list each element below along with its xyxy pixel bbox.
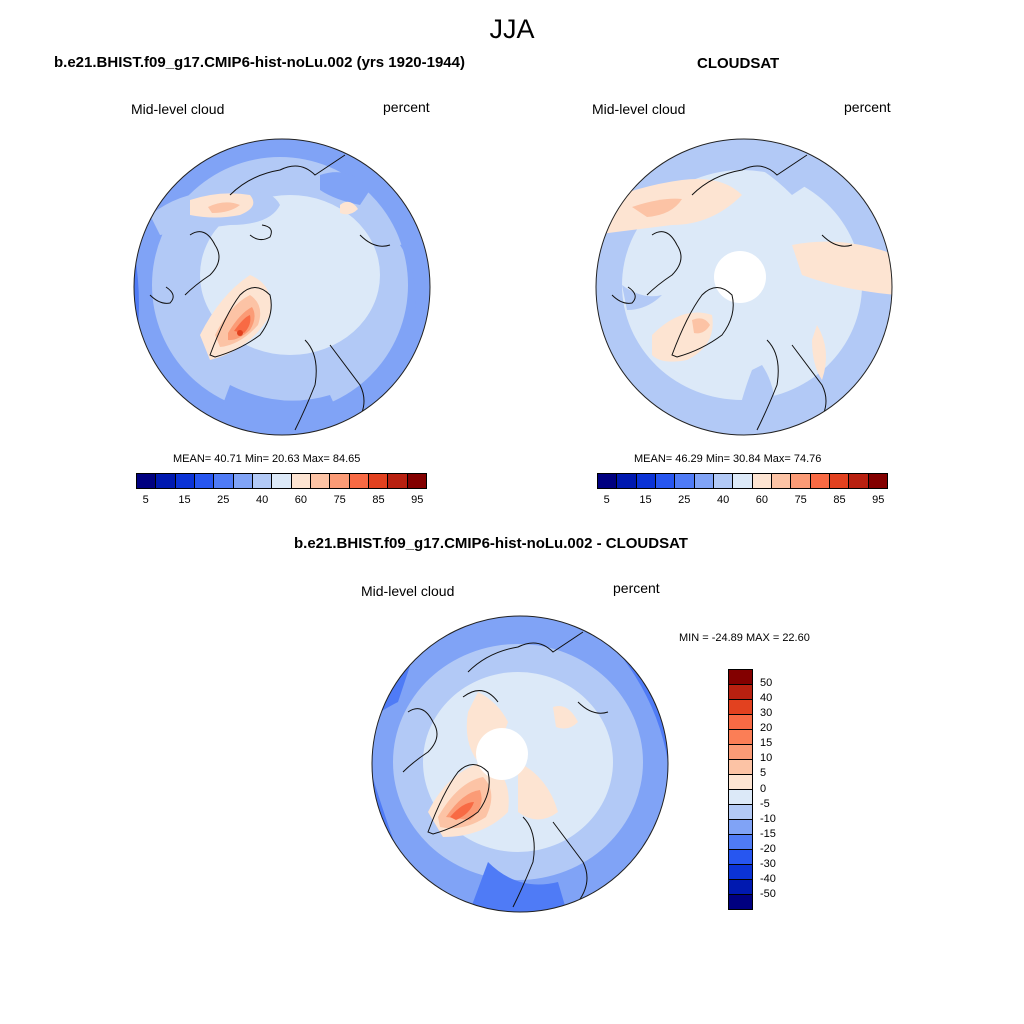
colorbar-swatch [771, 474, 792, 488]
colorbar-swatch [310, 474, 331, 488]
panel3-units-label: percent [613, 580, 660, 596]
colorbar-tick-label: 50 [760, 677, 773, 690]
colorbar-swatch [175, 474, 195, 488]
colorbar-tick-label: 5 [603, 494, 610, 506]
colorbar-swatch [868, 474, 887, 488]
colorbar-swatch [388, 474, 408, 488]
panel2-stats: MEAN= 46.29 Min= 30.84 Max= 74.76 [634, 453, 822, 465]
panel2-title: CLOUDSAT [697, 55, 780, 72]
panel1-colorbar [136, 473, 427, 489]
colorbar-tick-label: -20 [760, 842, 776, 855]
colorbar-swatch [849, 474, 869, 488]
colorbar-tick-label: 5 [760, 767, 767, 780]
colorbar-swatch [729, 850, 752, 865]
colorbar-swatch [729, 730, 752, 745]
colorbar-swatch [156, 474, 176, 488]
colorbar-swatch [729, 790, 752, 805]
colorbar-tick-label: 25 [217, 494, 230, 506]
colorbar-tick-label: 60 [755, 494, 769, 506]
colorbar-tick-label: 10 [760, 752, 773, 765]
colorbar-tick-label: 20 [760, 722, 773, 735]
colorbar-swatch [617, 474, 637, 488]
colorbar-tick-label: 15 [760, 737, 773, 750]
colorbar-swatch [252, 474, 273, 488]
colorbar-swatch [694, 474, 714, 488]
colorbar-swatch [598, 474, 618, 488]
colorbar-swatch [233, 474, 253, 488]
colorbar-swatch [272, 474, 292, 488]
colorbar-swatch [214, 474, 234, 488]
colorbar-swatch [729, 820, 752, 835]
colorbar-swatch [729, 700, 752, 715]
colorbar-swatch [655, 474, 676, 488]
colorbar-tick-label: 95 [411, 494, 424, 506]
colorbar-swatch [194, 474, 215, 488]
colorbar-swatch [729, 880, 752, 895]
panel2-colorbar [597, 473, 888, 489]
panel1-variable-label: Mid-level cloud [131, 101, 225, 117]
colorbar-swatch [291, 474, 311, 488]
colorbar-swatch [729, 895, 752, 909]
panel1-polar-map [133, 138, 431, 436]
colorbar-swatch [729, 835, 752, 850]
colorbar-swatch [729, 745, 752, 760]
colorbar-tick-label: 5 [142, 494, 149, 506]
colorbar-swatch [137, 474, 157, 488]
panel3-stats: MIN = -24.89 MAX = 22.60 [679, 632, 810, 644]
colorbar-tick-label: 75 [794, 494, 807, 506]
colorbar-swatch [729, 670, 752, 685]
panel1-title: b.e21.BHIST.f09_g17.CMIP6-hist-noLu.002 … [54, 54, 465, 71]
colorbar-tick-label: 0 [760, 782, 767, 795]
colorbar-tick-label: -30 [760, 857, 776, 870]
figure-title: JJA [489, 14, 535, 44]
colorbar-swatch [729, 865, 752, 880]
colorbar-tick-label: -5 [760, 797, 770, 810]
colorbar-tick-label: 95 [872, 494, 885, 506]
colorbar-swatch [349, 474, 369, 488]
colorbar-swatch [729, 685, 752, 700]
colorbar-swatch [810, 474, 830, 488]
panel2-polar-map [595, 138, 893, 436]
colorbar-swatch [733, 474, 753, 488]
colorbar-swatch [791, 474, 811, 488]
colorbar-tick-label: 15 [639, 494, 652, 506]
colorbar-swatch [368, 474, 389, 488]
panel3-polar-map [371, 615, 669, 913]
colorbar-swatch [752, 474, 772, 488]
panel3-colorbar [728, 669, 753, 910]
colorbar-swatch [729, 760, 752, 775]
panel2-units-label: percent [844, 99, 891, 115]
colorbar-tick-label: -40 [760, 872, 776, 885]
colorbar-tick-label: 75 [333, 494, 346, 506]
colorbar-tick-label: 40 [760, 692, 773, 705]
colorbar-swatch [675, 474, 695, 488]
panel1-stats: MEAN= 40.71 Min= 20.63 Max= 84.65 [173, 453, 361, 465]
colorbar-tick-label: -15 [760, 827, 776, 840]
panel3-variable-label: Mid-level cloud [361, 583, 455, 599]
colorbar-tick-label: 85 [372, 494, 385, 506]
colorbar-tick-label: 60 [294, 494, 308, 506]
panel3-title: b.e21.BHIST.f09_g17.CMIP6-hist-noLu.002 … [294, 535, 688, 552]
colorbar-tick-label: -50 [760, 887, 776, 900]
colorbar-swatch [729, 775, 752, 790]
colorbar-swatch [713, 474, 734, 488]
panel2-variable-label: Mid-level cloud [592, 101, 686, 117]
colorbar-tick-label: 85 [833, 494, 846, 506]
colorbar-swatch [407, 474, 426, 488]
colorbar-swatch [330, 474, 350, 488]
colorbar-swatch [829, 474, 850, 488]
colorbar-tick-label: 25 [678, 494, 691, 506]
colorbar-tick-label: -10 [760, 812, 776, 825]
panel1-units-label: percent [383, 99, 430, 115]
colorbar-swatch [729, 805, 752, 820]
colorbar-tick-label: 40 [716, 494, 730, 506]
colorbar-tick-label: 30 [760, 707, 773, 720]
colorbar-swatch [729, 715, 752, 730]
colorbar-tick-label: 40 [255, 494, 269, 506]
colorbar-swatch [636, 474, 656, 488]
colorbar-tick-label: 15 [178, 494, 191, 506]
